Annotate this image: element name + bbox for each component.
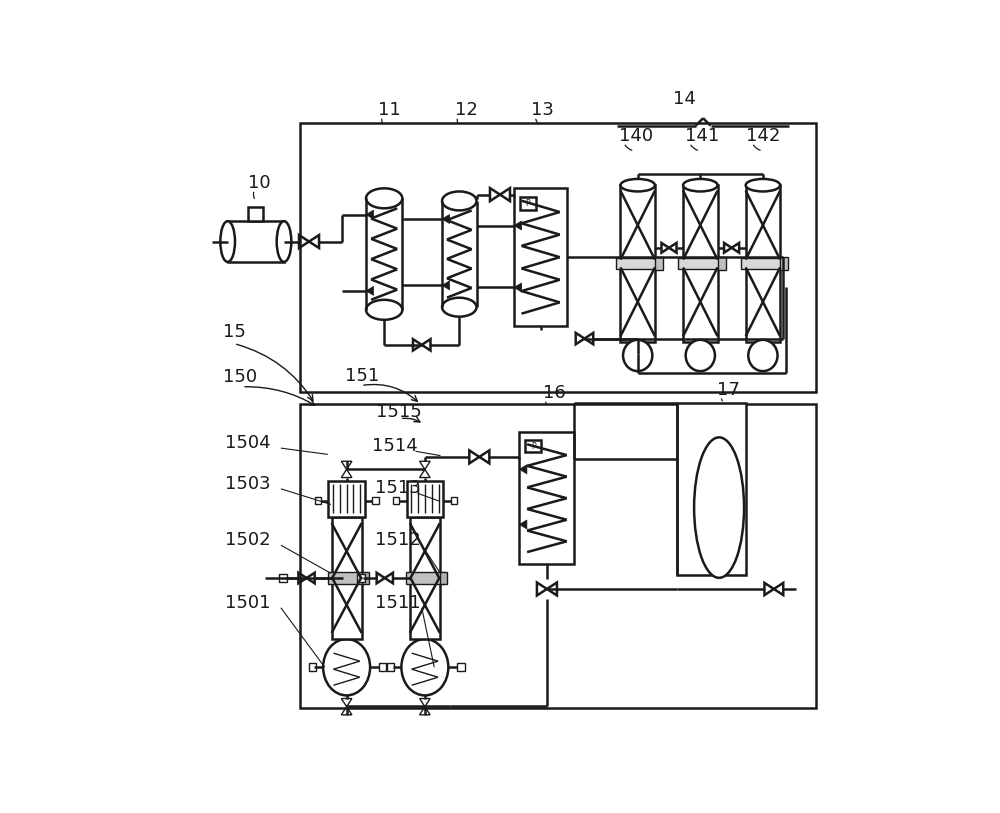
Text: 1504: 1504 <box>225 434 270 452</box>
Bar <box>457 663 465 671</box>
Ellipse shape <box>277 221 291 262</box>
Ellipse shape <box>683 179 718 191</box>
Ellipse shape <box>620 179 655 191</box>
Bar <box>616 258 660 269</box>
Bar <box>387 663 394 671</box>
Bar <box>407 480 443 517</box>
Polygon shape <box>442 215 450 224</box>
Text: 150: 150 <box>223 368 257 386</box>
Polygon shape <box>366 286 374 295</box>
Bar <box>519 433 574 564</box>
Text: 13: 13 <box>531 101 554 119</box>
Ellipse shape <box>366 189 402 208</box>
Ellipse shape <box>442 191 477 211</box>
Text: 10: 10 <box>248 174 271 193</box>
Bar <box>440 572 447 585</box>
Text: 1502: 1502 <box>225 531 270 549</box>
Text: 1512: 1512 <box>375 531 421 549</box>
Text: 140: 140 <box>619 128 653 146</box>
Text: 142: 142 <box>746 128 780 146</box>
Bar <box>332 517 362 639</box>
Bar <box>746 185 780 341</box>
Ellipse shape <box>220 221 235 262</box>
Text: 141: 141 <box>685 128 719 146</box>
Bar <box>393 497 399 504</box>
Bar <box>248 207 263 221</box>
Ellipse shape <box>748 340 778 371</box>
Text: 1514: 1514 <box>372 437 417 455</box>
Ellipse shape <box>401 639 448 695</box>
Text: 11: 11 <box>378 101 401 119</box>
Bar <box>620 185 655 341</box>
Ellipse shape <box>746 179 780 191</box>
Text: 151: 151 <box>345 367 379 385</box>
Bar <box>525 440 541 453</box>
Polygon shape <box>442 280 450 290</box>
Bar <box>309 663 316 671</box>
Ellipse shape <box>686 340 715 371</box>
Text: P: P <box>531 441 535 450</box>
Bar <box>372 497 379 504</box>
Bar <box>279 574 287 582</box>
Ellipse shape <box>623 340 652 371</box>
Bar <box>362 572 369 585</box>
Polygon shape <box>519 520 527 529</box>
Bar <box>410 517 440 639</box>
Bar <box>451 497 457 504</box>
Text: 17: 17 <box>717 381 740 399</box>
Bar <box>678 258 722 269</box>
Bar <box>328 572 365 585</box>
Text: 1513: 1513 <box>375 479 421 498</box>
Bar <box>379 663 386 671</box>
Text: 1515: 1515 <box>376 402 422 421</box>
Bar <box>520 198 536 210</box>
Bar <box>328 480 365 517</box>
Ellipse shape <box>366 300 402 320</box>
Bar <box>718 257 726 270</box>
Polygon shape <box>366 210 374 220</box>
Text: 1511: 1511 <box>375 593 420 611</box>
Text: 12: 12 <box>455 101 478 119</box>
Bar <box>741 258 785 269</box>
Bar <box>357 574 365 582</box>
Polygon shape <box>519 465 527 474</box>
Text: 14: 14 <box>673 89 696 108</box>
Bar <box>780 257 788 270</box>
Polygon shape <box>514 283 522 292</box>
Polygon shape <box>514 221 522 230</box>
Text: P: P <box>526 199 530 208</box>
Text: 1501: 1501 <box>225 593 270 611</box>
Text: 1503: 1503 <box>225 475 270 493</box>
Text: 16: 16 <box>543 384 565 402</box>
Bar <box>683 185 718 341</box>
Bar <box>300 123 816 392</box>
Bar <box>228 221 284 262</box>
Bar <box>406 572 444 585</box>
Bar <box>300 404 816 708</box>
Bar <box>677 402 746 575</box>
Text: 15: 15 <box>223 323 246 341</box>
Bar <box>514 189 567 326</box>
Ellipse shape <box>694 437 744 578</box>
Bar <box>655 257 663 270</box>
Ellipse shape <box>442 298 477 317</box>
Bar <box>315 497 321 504</box>
Ellipse shape <box>323 639 370 695</box>
